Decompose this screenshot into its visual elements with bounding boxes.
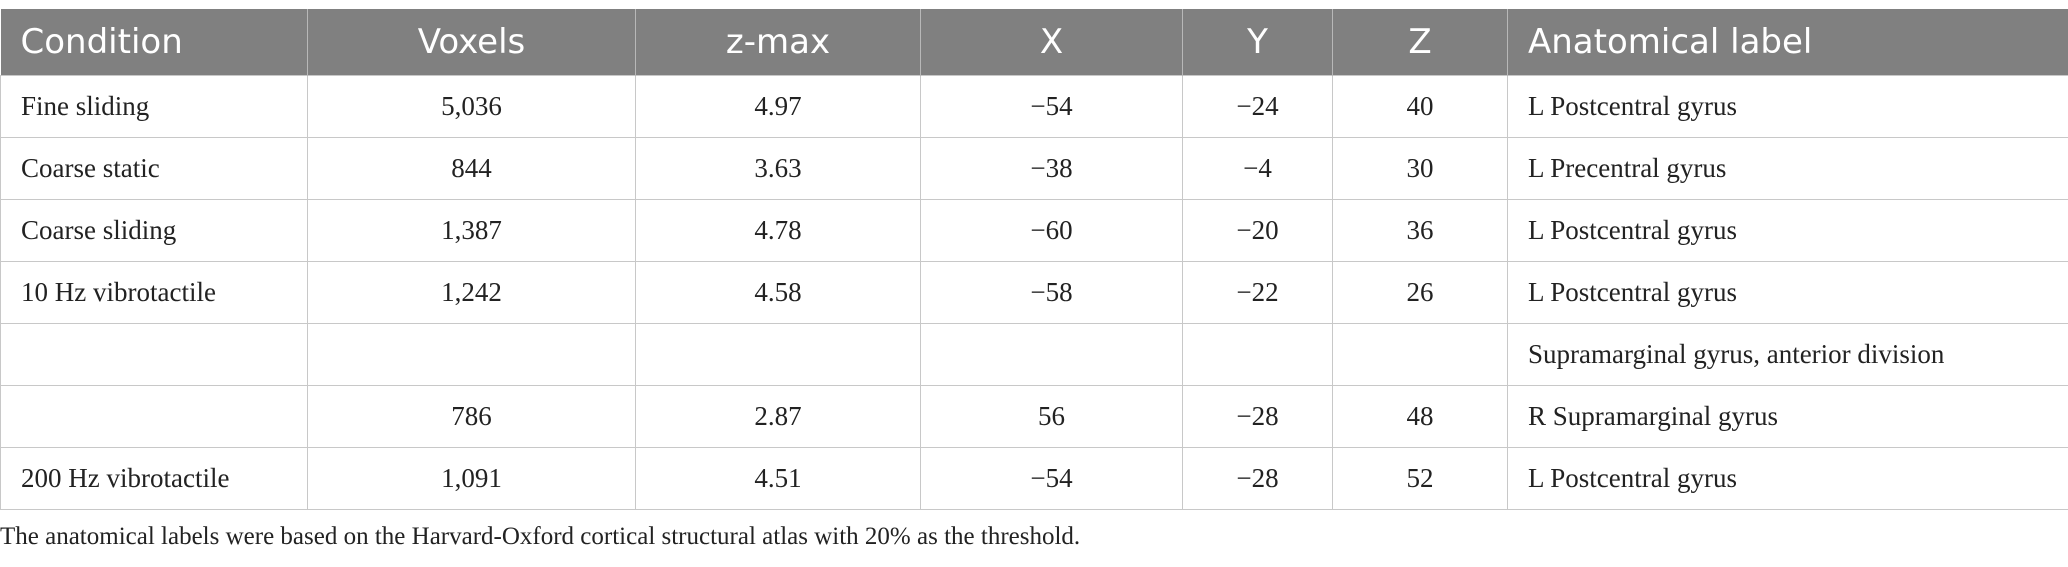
header-anatomical-label: Anatomical label (1507, 9, 2068, 76)
cell-anatomical-label: L Postcentral gyrus (1507, 261, 2068, 324)
cell-x (920, 323, 1183, 386)
cell-voxels: 5,036 (307, 75, 636, 138)
cell-voxels: 1,387 (307, 199, 636, 262)
results-table-container: Condition Voxels z-max X Y Z Anatomical … (0, 9, 2068, 510)
cell-z-max (635, 323, 921, 386)
header-voxels: Voxels (307, 9, 636, 76)
cell-x: −54 (920, 75, 1183, 138)
cell-anatomical-label: L Postcentral gyrus (1507, 199, 2068, 262)
cell-voxels: 844 (307, 137, 636, 200)
header-z-max: z-max (635, 9, 921, 76)
cell-anatomical-label: R Supramarginal gyrus (1507, 385, 2068, 448)
header-row: Condition Voxels z-max X Y Z Anatomical … (0, 9, 2068, 76)
table-row: 10 Hz vibrotactile 1,242 4.58 −58 −22 26 L Pos… (0, 261, 2068, 324)
cell-z: 30 (1332, 137, 1508, 200)
cell-anatomical-label: L Postcentral gyrus (1507, 75, 2068, 138)
header-z: Z (1332, 9, 1508, 76)
cell-voxels: 1,242 (307, 261, 636, 324)
cell-z: 36 (1332, 199, 1508, 262)
cell-z (1332, 323, 1508, 386)
cell-voxels (307, 323, 636, 386)
cell-voxels: 1,091 (307, 447, 636, 510)
header-x: X (920, 9, 1183, 76)
header-condition: Condition (0, 9, 308, 76)
table-row: 200 Hz vibrotactile 1,091 4.51 −54 −28 52 L Po… (0, 447, 2068, 510)
table-footnote: The anatomical labels were based on the … (0, 523, 1081, 550)
header-y: Y (1182, 9, 1333, 76)
cell-z-max: 4.78 (635, 199, 921, 262)
cell-condition: Coarse static (0, 137, 308, 200)
cell-y: −4 (1182, 137, 1333, 200)
cell-x: −38 (920, 137, 1183, 200)
cell-z: 26 (1332, 261, 1508, 324)
results-table: Condition Voxels z-max X Y Z Anatomical … (0, 9, 2068, 510)
table-row: Supramarginal gyrus, anterior division (0, 323, 2068, 386)
cell-y: −22 (1182, 261, 1333, 324)
table-row: Coarse static 844 3.63 −38 −4 30 L Precentral … (0, 137, 2068, 200)
cell-z-max: 4.97 (635, 75, 921, 138)
table-body: Fine sliding 5,036 4.97 −54 −24 40 L Postcentr… (0, 75, 2068, 510)
cell-anatomical-label: L Postcentral gyrus (1507, 447, 2068, 510)
cell-z: 40 (1332, 75, 1508, 138)
table-header: Condition Voxels z-max X Y Z Anatomical … (0, 9, 2068, 76)
table-row: Fine sliding 5,036 4.97 −54 −24 40 L Postcentr… (0, 75, 2068, 138)
cell-x: 56 (920, 385, 1183, 448)
cell-anatomical-label: Supramarginal gyrus, anterior division (1507, 323, 2068, 386)
cell-anatomical-label: L Precentral gyrus (1507, 137, 2068, 200)
cell-z-max: 3.63 (635, 137, 921, 200)
table-row: Coarse sliding 1,387 4.78 −60 −20 36 L Postcen… (0, 199, 2068, 262)
cell-z: 48 (1332, 385, 1508, 448)
cell-x: −54 (920, 447, 1183, 510)
cell-z-max: 4.51 (635, 447, 921, 510)
cell-y: −28 (1182, 447, 1333, 510)
cell-y: −24 (1182, 75, 1333, 138)
cell-x: −58 (920, 261, 1183, 324)
cell-condition: 200 Hz vibrotactile (0, 447, 308, 510)
cell-voxels: 786 (307, 385, 636, 448)
cell-condition: Fine sliding (0, 75, 308, 138)
cell-z: 52 (1332, 447, 1508, 510)
cell-y: −28 (1182, 385, 1333, 448)
cell-z-max: 2.87 (635, 385, 921, 448)
cell-condition: Coarse sliding (0, 199, 308, 262)
cell-x: −60 (920, 199, 1183, 262)
cell-z-max: 4.58 (635, 261, 921, 324)
cell-condition (0, 323, 308, 386)
cell-condition (0, 385, 308, 448)
cell-condition: 10 Hz vibrotactile (0, 261, 308, 324)
cell-y (1182, 323, 1333, 386)
cell-y: −20 (1182, 199, 1333, 262)
table-row: 786 2.87 56 −28 48 R Supramarginal gyrus (0, 385, 2068, 448)
